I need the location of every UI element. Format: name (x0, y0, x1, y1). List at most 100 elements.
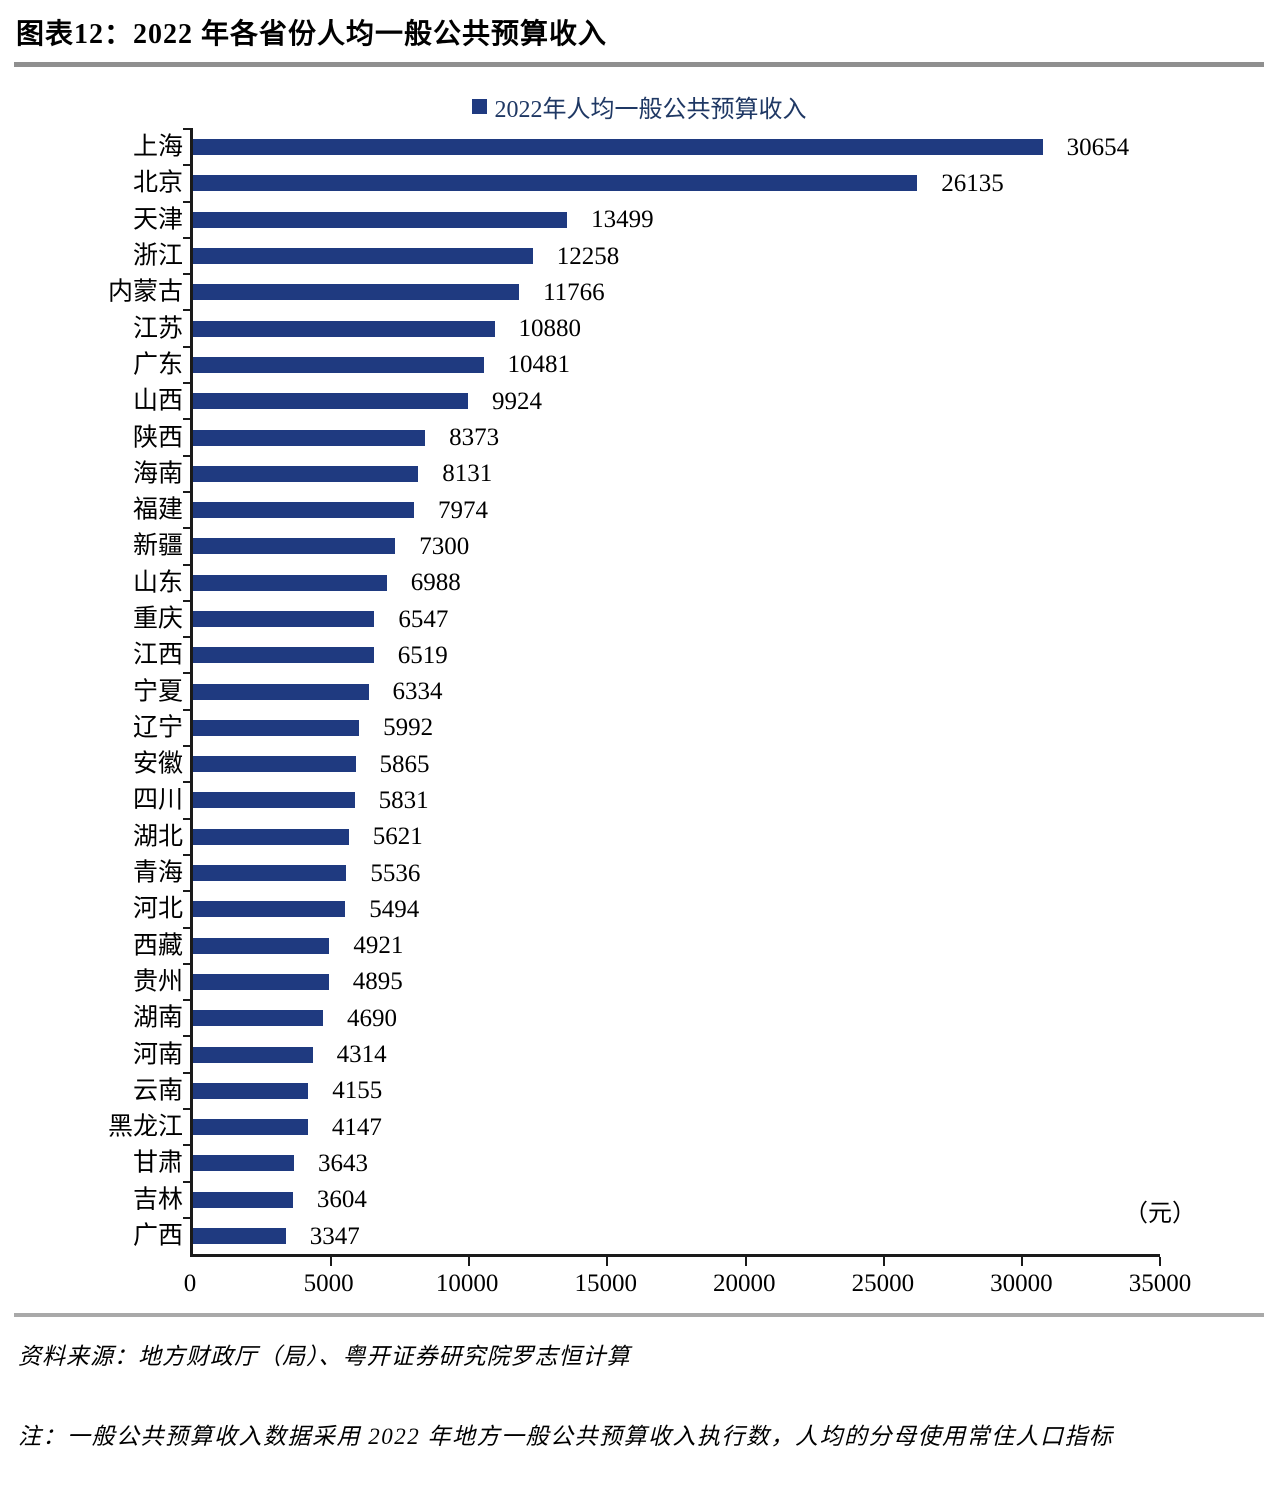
y-axis-tick (183, 708, 193, 711)
bar (193, 538, 396, 555)
bar (193, 792, 355, 809)
value-label: 13499 (591, 206, 654, 234)
y-axis-tick (183, 999, 193, 1002)
value-label: 4921 (353, 932, 404, 960)
value-label: 4690 (347, 1004, 397, 1032)
legend-marker-icon (471, 98, 487, 114)
x-axis-tick-label: 0 (183, 1270, 197, 1298)
y-axis-tick (183, 636, 193, 639)
chart-legend: 2022年人均一般公共预算收入 (0, 91, 1278, 123)
category-label: 青海 (132, 859, 183, 887)
y-axis-tick (183, 1035, 193, 1038)
bar-row: 安徽 5865 (133, 745, 1160, 782)
x-axis-tick (1159, 1257, 1161, 1267)
bar (193, 683, 369, 700)
category-label: 安徽 (132, 750, 183, 778)
category-label: 贵州 (132, 968, 183, 996)
source-note: 资料来源：地方财政厅（局）、粤开证券研究院罗志恒计算 (18, 1344, 631, 1370)
category-label: 广西 (132, 1222, 183, 1250)
value-label: 4895 (352, 968, 403, 996)
bar-row: 黑龙江 4147 (108, 1108, 1160, 1145)
x-axis-tick (882, 1257, 885, 1267)
bar (193, 211, 568, 228)
y-axis-tick (183, 1180, 193, 1183)
value-label: 5992 (383, 714, 434, 742)
x-axis-tick (330, 1257, 333, 1267)
footer-divider (14, 1313, 1264, 1318)
bar-row: 海南 8131 (133, 454, 1160, 492)
bar (193, 756, 356, 773)
category-label: 四川 (132, 786, 183, 814)
value-label: 9924 (492, 387, 542, 415)
value-label: 5831 (378, 786, 429, 814)
y-axis-tick (183, 890, 193, 893)
plot-area: （元） 上海 30654 北京 26135 天津 13499 浙江 12258 内蒙古 11766… (108, 128, 1196, 1267)
bar-row: 吉林 3604 (133, 1180, 1160, 1218)
y-axis-tick (183, 1216, 193, 1219)
bar-row: 内蒙古 11766 (108, 273, 1160, 310)
bar (193, 139, 1043, 156)
value-label: 8373 (449, 424, 500, 452)
y-axis-tick (183, 418, 193, 421)
value-label: 7300 (419, 532, 470, 560)
bar (193, 284, 520, 301)
bar (193, 248, 533, 265)
bar-row: 北京 26135 (133, 164, 1160, 201)
y-axis-tick (183, 962, 193, 965)
value-label: 5494 (369, 895, 420, 923)
category-label: 重庆 (132, 605, 183, 633)
category-label: 宁夏 (132, 678, 183, 706)
bar-row: 湖北 5621 (133, 817, 1160, 855)
bar (193, 356, 484, 373)
bar (193, 973, 329, 990)
category-label: 浙江 (132, 242, 183, 270)
bar (193, 647, 374, 664)
category-label: 江西 (132, 641, 183, 669)
y-axis-tick (183, 273, 193, 276)
bar (193, 865, 347, 882)
bar (193, 1191, 293, 1208)
category-label: 云南 (132, 1077, 183, 1105)
bar-row: 广东 10481 (133, 345, 1160, 383)
bar-row: 青海 5536 (133, 853, 1160, 891)
x-axis-tick-label: 30000 (990, 1270, 1053, 1298)
bar-row: 山东 6988 (133, 563, 1160, 601)
bar-row: 重庆 6547 (133, 599, 1160, 637)
category-label: 山西 (132, 387, 183, 415)
y-axis-tick (183, 382, 193, 385)
value-label: 10880 (518, 315, 582, 343)
value-label: 5621 (372, 823, 423, 851)
methodology-note: 注：一般公共预算收入数据采用 2022 年地方一般公共预算收入执行数，人均的分母… (18, 1424, 1114, 1450)
value-label: 6547 (398, 605, 449, 633)
y-axis-tick (183, 164, 193, 167)
y-axis-tick (183, 454, 193, 457)
value-label: 10481 (507, 351, 571, 379)
bar-row: 河北 5494 (133, 890, 1160, 927)
y-axis-tick (183, 309, 193, 312)
value-label: 6988 (410, 569, 461, 597)
bar-row: 云南 4155 (133, 1071, 1160, 1109)
bar (193, 574, 387, 591)
x-axis-tick (1020, 1257, 1023, 1267)
y-axis-tick (183, 1108, 193, 1111)
category-label: 海南 (132, 460, 183, 488)
bar (193, 465, 419, 482)
y-axis-tick (183, 200, 193, 203)
bar-row: 陕西 8373 (133, 418, 1160, 455)
bar-row: 西藏 4921 (133, 926, 1160, 964)
bar (193, 1155, 294, 1172)
value-label: 7974 (438, 496, 488, 524)
value-label: 3604 (316, 1186, 367, 1214)
bar (193, 937, 330, 954)
y-axis-tick (183, 853, 193, 856)
legend-label: 2022年人均一般公共预算收入 (494, 96, 807, 123)
bar-row: 广西 3347 (133, 1216, 1160, 1254)
value-label: 30654 (1066, 133, 1130, 161)
bar (193, 429, 426, 446)
bar (193, 393, 468, 410)
bar-row: 贵州 4895 (133, 962, 1160, 1000)
value-label: 3347 (309, 1222, 360, 1250)
category-label: 辽宁 (132, 714, 183, 742)
y-axis-tick (183, 236, 193, 239)
value-label: 5536 (370, 859, 421, 887)
